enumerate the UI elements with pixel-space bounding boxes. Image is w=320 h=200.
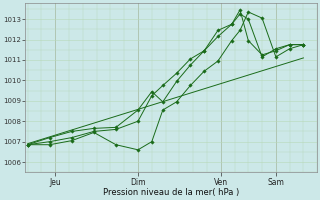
X-axis label: Pression niveau de la mer( hPa ): Pression niveau de la mer( hPa )	[103, 188, 239, 197]
